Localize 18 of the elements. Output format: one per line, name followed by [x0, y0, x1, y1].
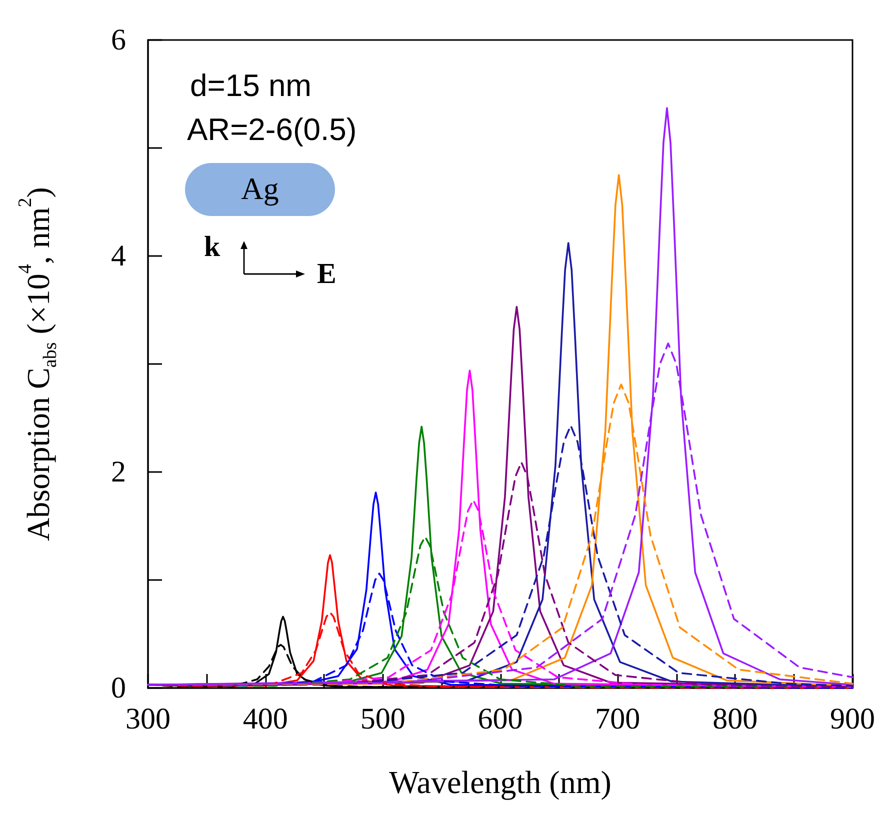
annotation: E [317, 258, 336, 290]
annotation: AR=2-6(0.5) [187, 112, 357, 147]
annotation: d=15 nm [190, 68, 312, 103]
y-tick-label: 4 [111, 240, 126, 272]
annotation: k [204, 231, 220, 263]
x-tick-label: 300 [126, 702, 170, 736]
y-axis-title: Absorption Cabs (×104, nm2) [15, 187, 61, 541]
annotation: Ag [241, 171, 279, 206]
y-tick-label: 0 [111, 672, 126, 704]
x-tick-label: 500 [360, 702, 406, 736]
x-tick-label: 600 [478, 702, 523, 736]
y-tick-label: 6 [111, 24, 126, 56]
y-tick-label: 2 [111, 456, 126, 488]
x-tick-label: 900 [830, 702, 875, 736]
x-tick-label: 400 [242, 702, 288, 736]
x-tick-label: 700 [595, 702, 640, 736]
x-tick-label: 800 [712, 702, 758, 736]
x-axis-title: Wavelength (nm) [389, 764, 612, 800]
